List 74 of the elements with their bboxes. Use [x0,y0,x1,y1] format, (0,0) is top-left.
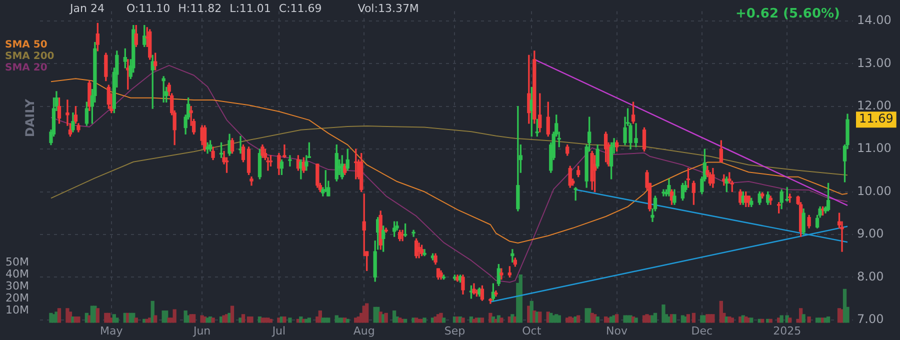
bar [76,316,80,323]
bar [230,306,234,323]
bar [500,318,504,323]
bar [211,318,215,323]
bar [192,314,196,323]
bar [241,314,246,323]
bar [672,314,676,323]
bar [288,318,292,323]
y2-tick-label: 20M [6,292,29,305]
y-tick-label: 14.00 [857,13,892,28]
bar [788,318,792,323]
bar [730,318,734,323]
annotation: H:11.82 [178,2,222,15]
candlestick [412,230,416,237]
candlestick [288,155,292,166]
bar [57,308,62,323]
x-tick-label: Aug [353,324,375,338]
x-tick-label: Jun [192,324,211,338]
bar [250,316,254,323]
bar [422,318,426,323]
x-tick-label: Jul [271,324,286,338]
text: SMA 50 [5,40,48,51]
bar [750,318,754,323]
x-tick-label: Oct [522,324,542,338]
bar [480,318,484,323]
text: SMA 20 [5,62,48,74]
text: 11.69 [859,112,894,126]
text: DAILY [23,98,38,138]
bar [134,318,138,323]
bar [826,316,830,323]
bar [802,314,806,323]
bar [307,318,311,323]
bar [686,314,690,323]
annotation: Jan 24 [69,2,104,15]
bar [442,318,446,323]
annotation: O:11.10 [126,2,170,15]
y2-tick-label: 50M [6,256,29,269]
bar [365,303,369,323]
x-tick-label: 2025 [773,324,802,338]
x-tick-label: Sep [444,324,466,338]
y-tick-label: 8.00 [857,269,884,284]
candlestick [238,136,242,154]
x-tick-label: Nov [606,324,628,338]
annotation: C:11.69 [278,2,322,15]
text: SMA 200 [5,51,54,62]
bar [282,316,286,323]
bar [172,309,176,323]
y2-tick-label: 40M [6,268,29,281]
bar [807,316,811,323]
annotation: +0.62 (5.60%) [736,6,840,22]
bar [653,312,658,323]
bar [711,314,715,323]
y-tick-label: 10.00 [857,184,892,198]
y-tick-label: 7.00 [857,312,884,326]
y-tick-label: 9.00 [857,226,884,241]
y-tick-label: 11.00 [857,141,892,156]
bar [461,318,465,323]
y2-tick-label: 10M [6,304,29,317]
annotation: L:11.01 [230,2,271,15]
bar [634,318,638,323]
bar [596,316,600,323]
bar [115,318,119,323]
annotation: Vol:13.37M [358,2,419,15]
x-tick-label: Dec [691,324,713,338]
bar [96,308,100,323]
bar [692,312,696,323]
y-tick-label: 12.00 [857,98,892,113]
x-tick-label: May [100,324,124,338]
y-tick-label: 13.00 [857,56,892,70]
bar [538,312,542,323]
bar [518,274,522,323]
bar [326,318,330,323]
bar [614,314,619,323]
y2-tick-label: 30M [6,280,29,293]
